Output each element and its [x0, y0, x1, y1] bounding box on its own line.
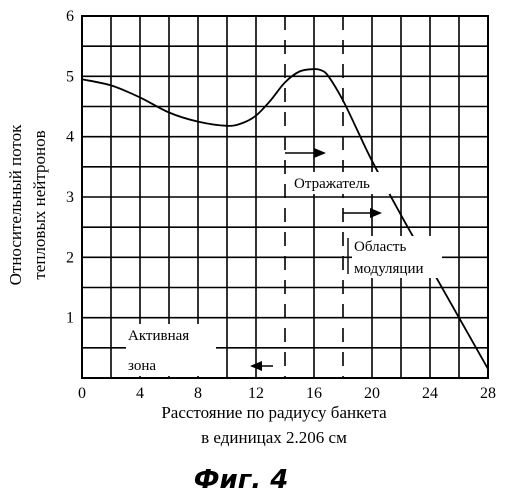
- x-tick-label: 20: [364, 385, 380, 402]
- x-tick-label: 0: [78, 385, 86, 402]
- y-tick-label: 6: [66, 8, 74, 25]
- figure-caption: Фиг. 4: [194, 465, 289, 495]
- annotation-active-zone-line-2: зона: [128, 358, 156, 374]
- arrow-reflector-head: [314, 148, 326, 158]
- x-tick-label: 4: [136, 385, 144, 402]
- x-axis-title-line-1: Расстояние по радиусу банкета: [161, 403, 387, 422]
- y-tick-label: 5: [66, 68, 74, 85]
- annotation-reflector: Отражатель: [294, 176, 370, 192]
- x-tick-label: 8: [194, 385, 202, 402]
- y-tick-labels: 1 2 3 4 5 6: [66, 8, 74, 327]
- y-tick-label: 1: [66, 310, 74, 327]
- annotation-modulation-line-1: Область: [354, 239, 406, 255]
- x-tick-label: 28: [480, 385, 496, 402]
- y-axis-title-line-1: Относительный поток: [6, 124, 25, 286]
- y-tick-label: 3: [66, 189, 74, 206]
- y-axis-title-line-2: тепловых нейтронов: [30, 130, 49, 279]
- x-tick-label: 24: [422, 385, 438, 402]
- y-tick-label: 2: [66, 249, 74, 266]
- x-axis-title-line-2: в единицах 2.206 см: [201, 428, 347, 447]
- annotation-active-zone-line-1: Активная: [128, 328, 189, 344]
- arrow-modulation-head: [370, 208, 382, 218]
- x-tick-label: 12: [248, 385, 264, 402]
- annotations: Активная зона Отражатель Область модуляции: [126, 148, 442, 376]
- x-tick-labels: 0 4 8 12 16 20 24 28: [78, 385, 496, 402]
- x-tick-label: 16: [306, 385, 322, 402]
- annotation-modulation-line-2: модуляции: [354, 261, 424, 277]
- y-tick-label: 4: [66, 129, 74, 146]
